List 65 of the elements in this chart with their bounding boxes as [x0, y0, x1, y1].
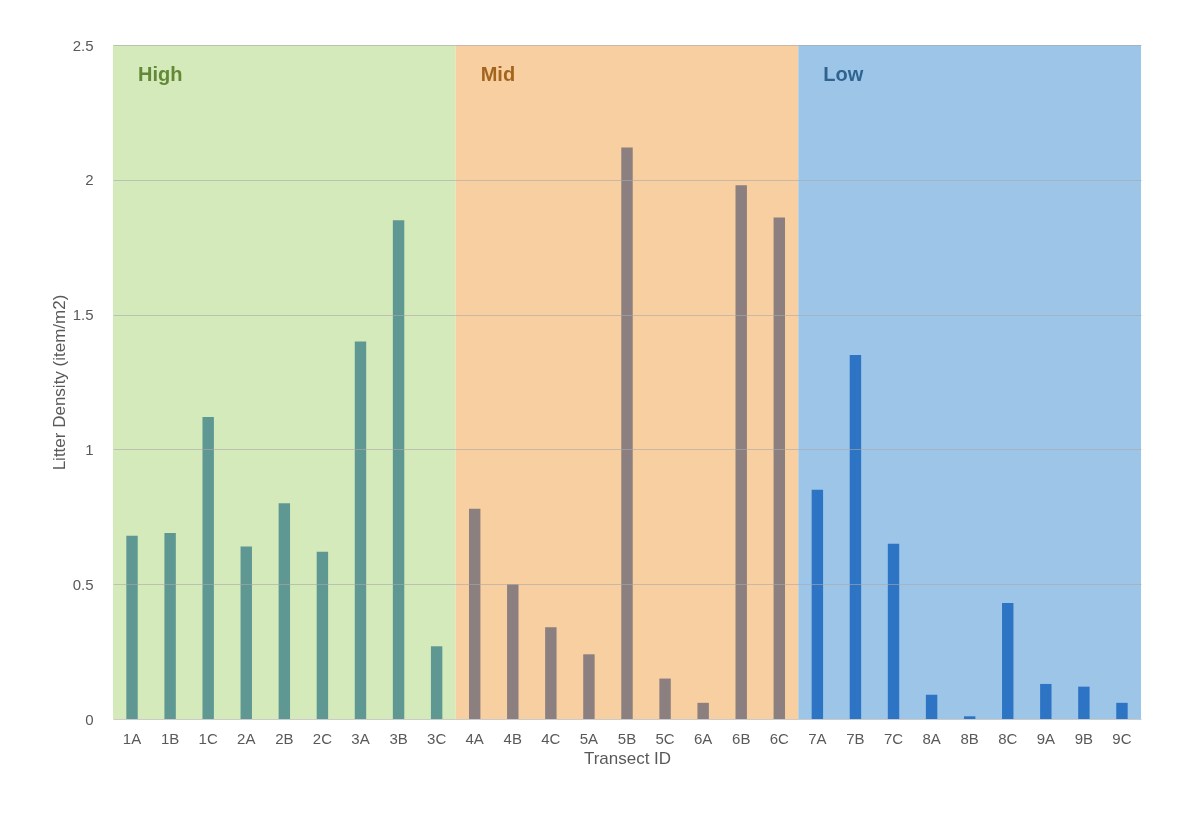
- x-tick-label: 2C: [312, 729, 333, 747]
- bar: [697, 702, 709, 719]
- x-tick-label: 7C: [883, 729, 904, 747]
- x-axis-title: Transect ID: [583, 748, 672, 768]
- y-tick-label: 2: [85, 171, 94, 189]
- bar: [659, 678, 671, 719]
- x-tick-label: 8C: [998, 729, 1018, 747]
- x-tick-label: 6A: [693, 729, 713, 747]
- y-tick-label: 0.5: [72, 575, 94, 593]
- bar: [773, 217, 786, 719]
- y-axis-title: Litter Density (item/m2): [49, 294, 69, 471]
- bar: [430, 646, 443, 719]
- bar: [849, 355, 862, 719]
- bar: [1116, 702, 1128, 719]
- band-label: High: [138, 63, 183, 85]
- bar: [811, 489, 824, 719]
- bar: [963, 716, 976, 719]
- x-tick-label: 6C: [769, 729, 790, 747]
- bar: [1040, 683, 1052, 719]
- x-tick-label: 5A: [579, 729, 599, 747]
- bar: [164, 532, 176, 719]
- x-tick-label: 4B: [503, 729, 522, 747]
- bar: [583, 654, 595, 719]
- bar: [202, 417, 214, 719]
- x-tick-label: 9A: [1036, 729, 1055, 747]
- bar: [240, 546, 252, 719]
- band-label: Mid: [480, 63, 516, 85]
- bar: [925, 694, 938, 719]
- y-tick-label: 1.5: [72, 306, 94, 324]
- x-tick-label: 1B: [160, 729, 180, 747]
- bar: [545, 627, 557, 719]
- x-tick-label: 6B: [732, 729, 751, 747]
- bar: [468, 508, 481, 719]
- x-tick-label: 3A: [351, 729, 370, 747]
- x-tick-label: 4C: [541, 729, 561, 747]
- bar: [735, 185, 747, 719]
- x-tick-label: 7B: [846, 729, 865, 747]
- band-label: Low: [823, 63, 864, 85]
- x-tick-label: 8B: [960, 729, 979, 747]
- x-tick-label: 5B: [617, 729, 637, 747]
- bar: [354, 341, 367, 719]
- x-tick-label: 4A: [465, 729, 484, 747]
- bar: [1078, 686, 1090, 719]
- x-tick-label: 9C: [1112, 729, 1132, 747]
- bar: [621, 147, 633, 719]
- x-tick-label: 3B: [389, 729, 408, 747]
- y-tick-label: 0: [85, 710, 94, 728]
- x-tick-label: 3C: [427, 729, 447, 747]
- x-tick-label: 2B: [275, 729, 294, 747]
- bar: [1002, 603, 1014, 719]
- bar: [278, 503, 291, 719]
- x-tick-label: 9B: [1074, 729, 1094, 747]
- bar: [126, 535, 138, 719]
- x-tick-label: 7A: [808, 729, 827, 747]
- bar: [887, 543, 900, 719]
- bar: [316, 551, 329, 719]
- bar: [392, 220, 405, 719]
- x-tick-label: 1C: [198, 729, 218, 747]
- y-tick-label: 2.5: [72, 36, 94, 54]
- x-tick-label: 5C: [655, 729, 675, 747]
- x-tick-label: 1A: [122, 729, 142, 747]
- x-tick-label: 2A: [237, 729, 256, 747]
- bar: [507, 584, 519, 719]
- x-tick-label: 8A: [922, 729, 941, 747]
- y-tick-label: 1: [85, 440, 94, 458]
